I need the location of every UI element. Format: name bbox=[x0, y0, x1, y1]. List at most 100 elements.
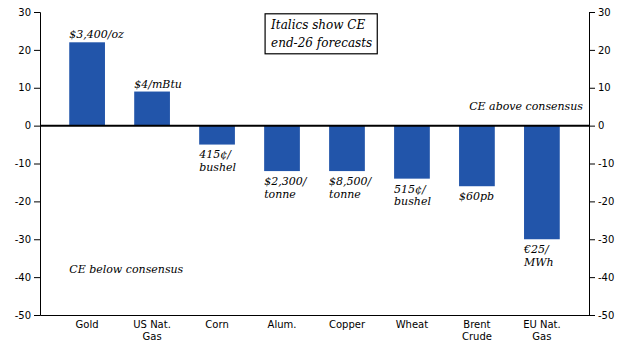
zero-line bbox=[40, 125, 589, 127]
tick-mark bbox=[589, 315, 595, 316]
tick: -20 bbox=[15, 196, 40, 207]
annotation-line: tonne bbox=[264, 188, 296, 201]
tick: -30 bbox=[589, 234, 614, 245]
tick-label-line: Gas bbox=[532, 331, 551, 342]
tick-label: -20 bbox=[15, 196, 31, 207]
note-line: Italics show CE bbox=[270, 18, 365, 32]
tick: 20 bbox=[18, 45, 40, 56]
tick-mark bbox=[589, 239, 595, 240]
tick: 0 bbox=[25, 120, 40, 131]
tick: BrentCrude bbox=[462, 319, 492, 342]
tick-label: 20 bbox=[598, 45, 611, 56]
tick-label: -50 bbox=[598, 310, 614, 321]
bar bbox=[524, 126, 560, 240]
tick: 30 bbox=[18, 7, 40, 18]
tick-label-line: US Nat. bbox=[133, 319, 171, 330]
tick: -10 bbox=[589, 158, 614, 169]
axis-line bbox=[590, 13, 596, 316]
bar bbox=[134, 92, 170, 126]
axis-line bbox=[41, 315, 590, 316]
tick-label: 30 bbox=[598, 7, 611, 18]
tick-mark bbox=[34, 164, 40, 165]
tick-label-line: Copper bbox=[329, 319, 366, 330]
tick-mark bbox=[34, 88, 40, 89]
tick: Wheat bbox=[396, 319, 429, 330]
annotation-line: €25/ bbox=[523, 243, 550, 256]
tick-mark bbox=[589, 88, 595, 89]
tick: US Nat.Gas bbox=[133, 319, 171, 342]
tick-label-line: Alum. bbox=[268, 319, 297, 330]
annotation: $60pb bbox=[459, 190, 494, 203]
tick-label: -10 bbox=[15, 158, 31, 169]
annotation: $3,400/oz bbox=[69, 28, 124, 41]
tick-mark bbox=[34, 277, 40, 278]
tick-mark bbox=[34, 239, 40, 240]
y-axis: -50 -40 -30 -20 -10 0 10 20 30 bbox=[15, 7, 41, 321]
tick: -20 bbox=[589, 196, 614, 207]
annotation-line: $4/mBtu bbox=[134, 78, 182, 91]
annotation: $8,500/tonne bbox=[329, 175, 372, 201]
annotation-line: 515¢/ bbox=[394, 183, 427, 196]
tick-mark bbox=[34, 12, 40, 13]
annotation-line: $2,300/ bbox=[264, 175, 307, 188]
annotation-line: $8,500/ bbox=[329, 175, 372, 188]
tick: 0 bbox=[589, 120, 604, 131]
tick-mark bbox=[589, 126, 595, 127]
annotation-line: tonne bbox=[329, 188, 361, 201]
tick-mark bbox=[34, 50, 40, 51]
annotation-line: $60pb bbox=[459, 190, 494, 203]
tick: -30 bbox=[15, 234, 40, 245]
tick-label: -30 bbox=[15, 234, 31, 245]
tick-label: BrentCrude bbox=[462, 319, 492, 342]
tick: Gold bbox=[76, 319, 99, 330]
bar bbox=[69, 42, 105, 125]
tick: -10 bbox=[15, 158, 40, 169]
tick: -50 bbox=[589, 310, 614, 321]
tick: Copper bbox=[329, 319, 366, 330]
tick-label: Copper bbox=[329, 319, 366, 330]
tick-label: 10 bbox=[598, 82, 611, 93]
annotation-line: $3,400/oz bbox=[69, 28, 124, 41]
tick-mark bbox=[589, 12, 595, 13]
tick-label-line: EU Nat. bbox=[523, 319, 561, 330]
tick: -50 bbox=[15, 310, 40, 321]
tick-label: -30 bbox=[598, 234, 614, 245]
tick: -40 bbox=[589, 272, 614, 283]
tick-label: -50 bbox=[15, 310, 31, 321]
tick-label-line: Brent bbox=[463, 319, 490, 330]
bar bbox=[329, 126, 365, 171]
bar bbox=[264, 126, 300, 171]
bars bbox=[69, 42, 560, 239]
tick-label-line: Corn bbox=[205, 319, 228, 330]
note-line: end-26 forecasts bbox=[271, 36, 372, 50]
tick: EU Nat.Gas bbox=[523, 319, 561, 342]
annotation: CE above consensus bbox=[469, 100, 583, 113]
tick-mark bbox=[34, 201, 40, 202]
tick: 20 bbox=[589, 45, 611, 56]
tick-label: 0 bbox=[25, 120, 31, 131]
chart: -50 -40 -30 -20 -10 0 10 20 30 -50 -40 -30 -20 -10 0 10… bbox=[0, 0, 629, 353]
tick-label: Corn bbox=[205, 319, 228, 330]
tick-label: Gold bbox=[76, 319, 99, 330]
annotation-line: bushel bbox=[394, 195, 431, 208]
tick-label: 0 bbox=[598, 120, 604, 131]
tick-mark bbox=[589, 201, 595, 202]
tick-mark bbox=[589, 277, 595, 278]
annotation: 515¢/bushel bbox=[394, 183, 431, 209]
tick-label-line: Gas bbox=[143, 331, 162, 342]
tick: Corn bbox=[205, 319, 228, 330]
tick-label: -10 bbox=[598, 158, 614, 169]
y2-axis: -50 -40 -30 -20 -10 0 10 20 30 bbox=[589, 7, 614, 321]
tick: -40 bbox=[15, 272, 40, 283]
axis-line bbox=[34, 13, 41, 316]
tick: 10 bbox=[589, 82, 611, 93]
tick-mark bbox=[589, 50, 595, 51]
tick: Alum. bbox=[268, 319, 297, 330]
tick-label-line: Wheat bbox=[396, 319, 429, 330]
tick: 10 bbox=[18, 82, 40, 93]
note: Italics show CE end-26 forecasts bbox=[270, 18, 372, 50]
annotation-line: bushel bbox=[199, 161, 236, 174]
bar bbox=[394, 126, 430, 179]
annotation: $4/mBtu bbox=[134, 78, 182, 91]
tick-label-line: Crude bbox=[462, 331, 492, 342]
